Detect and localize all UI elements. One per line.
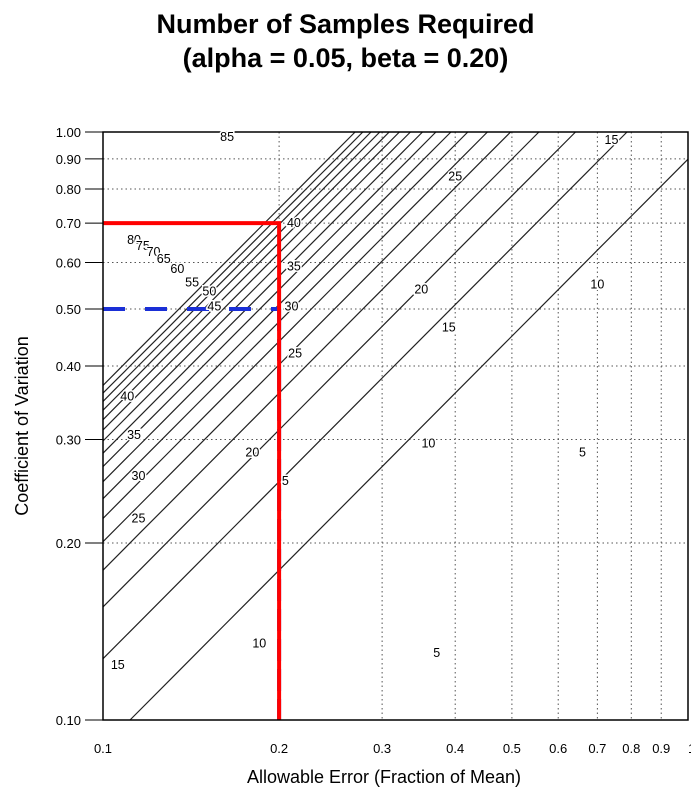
- contour-label-24: 10: [421, 437, 435, 451]
- contour-line-20: [102, 131, 540, 571]
- contour-line-40: [102, 131, 452, 483]
- contour-line-10: [102, 131, 628, 660]
- x-tick-label-8: 0.9: [652, 741, 670, 756]
- y-tick-label-0: 0.10: [56, 713, 81, 728]
- tick-labels: 0.1 0.2 0.3 0.4 0.5 0.6 0.7 0.8 0.9 1 0.10 0.20 0.30…: [56, 125, 691, 756]
- contour-curves: [102, 131, 689, 721]
- contour-line-55: [102, 131, 411, 442]
- contour-label-16: 40: [287, 216, 301, 230]
- y-tick-label-7: 0.80: [56, 182, 81, 197]
- contour-line-50: [102, 131, 423, 454]
- contour-label-5: 60: [170, 262, 184, 276]
- contour-label-3: 70: [147, 245, 161, 259]
- contour-label-4: 65: [157, 252, 171, 266]
- y-tick-label-9: 1.00: [56, 125, 81, 140]
- contour-label-18: 30: [285, 299, 299, 313]
- contour-line-35: [102, 131, 469, 500]
- y-tick-label-2: 0.30: [56, 432, 81, 447]
- contour-label-9: 40: [120, 389, 134, 403]
- x-axis-label: Allowable Error (Fraction of Mean): [247, 767, 521, 787]
- contour-label-26: 15: [605, 133, 619, 147]
- chart-subtitle: (alpha = 0.05, beta = 0.20): [182, 43, 509, 73]
- x-tick-label-6: 0.7: [588, 741, 606, 756]
- x-tick-label-1: 0.2: [270, 741, 288, 756]
- contour-label-22: 20: [414, 282, 428, 296]
- contour-line-25: [102, 131, 512, 543]
- x-tick-label-0: 0.1: [94, 741, 112, 756]
- x-tick-label-2: 0.3: [373, 741, 391, 756]
- contour-line-75: [102, 131, 372, 402]
- y-tick-label-4: 0.50: [56, 302, 81, 317]
- y-tick-label-8: 0.90: [56, 152, 81, 167]
- grid: [103, 132, 688, 720]
- red-marker-line: [103, 221, 282, 720]
- contour-label-21: 25: [448, 170, 462, 184]
- contour-label-19: 25: [288, 347, 302, 361]
- contour-label-20: 5: [282, 474, 289, 488]
- reference-markers: [103, 221, 282, 720]
- x-tick-label-4: 0.5: [503, 741, 521, 756]
- contour-label-0: 85: [220, 130, 234, 144]
- x-tick-label-7: 0.8: [622, 741, 640, 756]
- contour-label-10: 35: [127, 428, 141, 442]
- contour-label-28: 5: [579, 446, 586, 460]
- contour-line-60: [102, 131, 400, 431]
- x-tick-label-5: 0.6: [549, 741, 567, 756]
- contour-line-45: [102, 131, 437, 468]
- contour-label-12: 25: [132, 512, 146, 526]
- contour-label-11: 30: [132, 469, 146, 483]
- contour-label-25: 5: [433, 646, 440, 660]
- contour-label-27: 10: [590, 278, 604, 292]
- x-tick-label-3: 0.4: [446, 741, 464, 756]
- contour-line-15: [102, 131, 576, 608]
- contour-label-17: 35: [287, 260, 301, 274]
- contour-label-7: 50: [202, 285, 216, 299]
- contour-label-1: 80: [127, 233, 141, 247]
- contour-label-8: 45: [207, 299, 221, 313]
- contour-label-23: 15: [442, 321, 456, 335]
- contour-line-80: [102, 131, 364, 394]
- contour-line-5: [129, 158, 689, 721]
- x-tick-label-9: 1: [688, 741, 691, 756]
- contour-line-30: [102, 131, 488, 519]
- contour-label-2: 75: [136, 239, 150, 253]
- contour-label-6: 55: [185, 275, 199, 289]
- contour-line-70: [102, 131, 381, 411]
- contour-line-65: [102, 131, 390, 421]
- contour-label-13: 20: [245, 446, 259, 460]
- contour-label-14: 15: [111, 658, 125, 672]
- y-axis-label: Coefficient of Variation: [12, 336, 32, 515]
- contour-label-15: 10: [252, 636, 266, 650]
- contour-line-85: [102, 131, 356, 386]
- y-tick-label-3: 0.40: [56, 359, 81, 374]
- chart-title: Number of Samples Required: [156, 9, 535, 39]
- y-tick-label-6: 0.70: [56, 216, 81, 231]
- contour-labels: 8580757065605550454035302520151040353025…: [109, 129, 620, 674]
- plot-frame: [102, 131, 689, 721]
- y-tick-label-1: 0.20: [56, 536, 81, 551]
- y-tick-label-5: 0.60: [56, 255, 81, 270]
- plot-border: [102, 131, 689, 721]
